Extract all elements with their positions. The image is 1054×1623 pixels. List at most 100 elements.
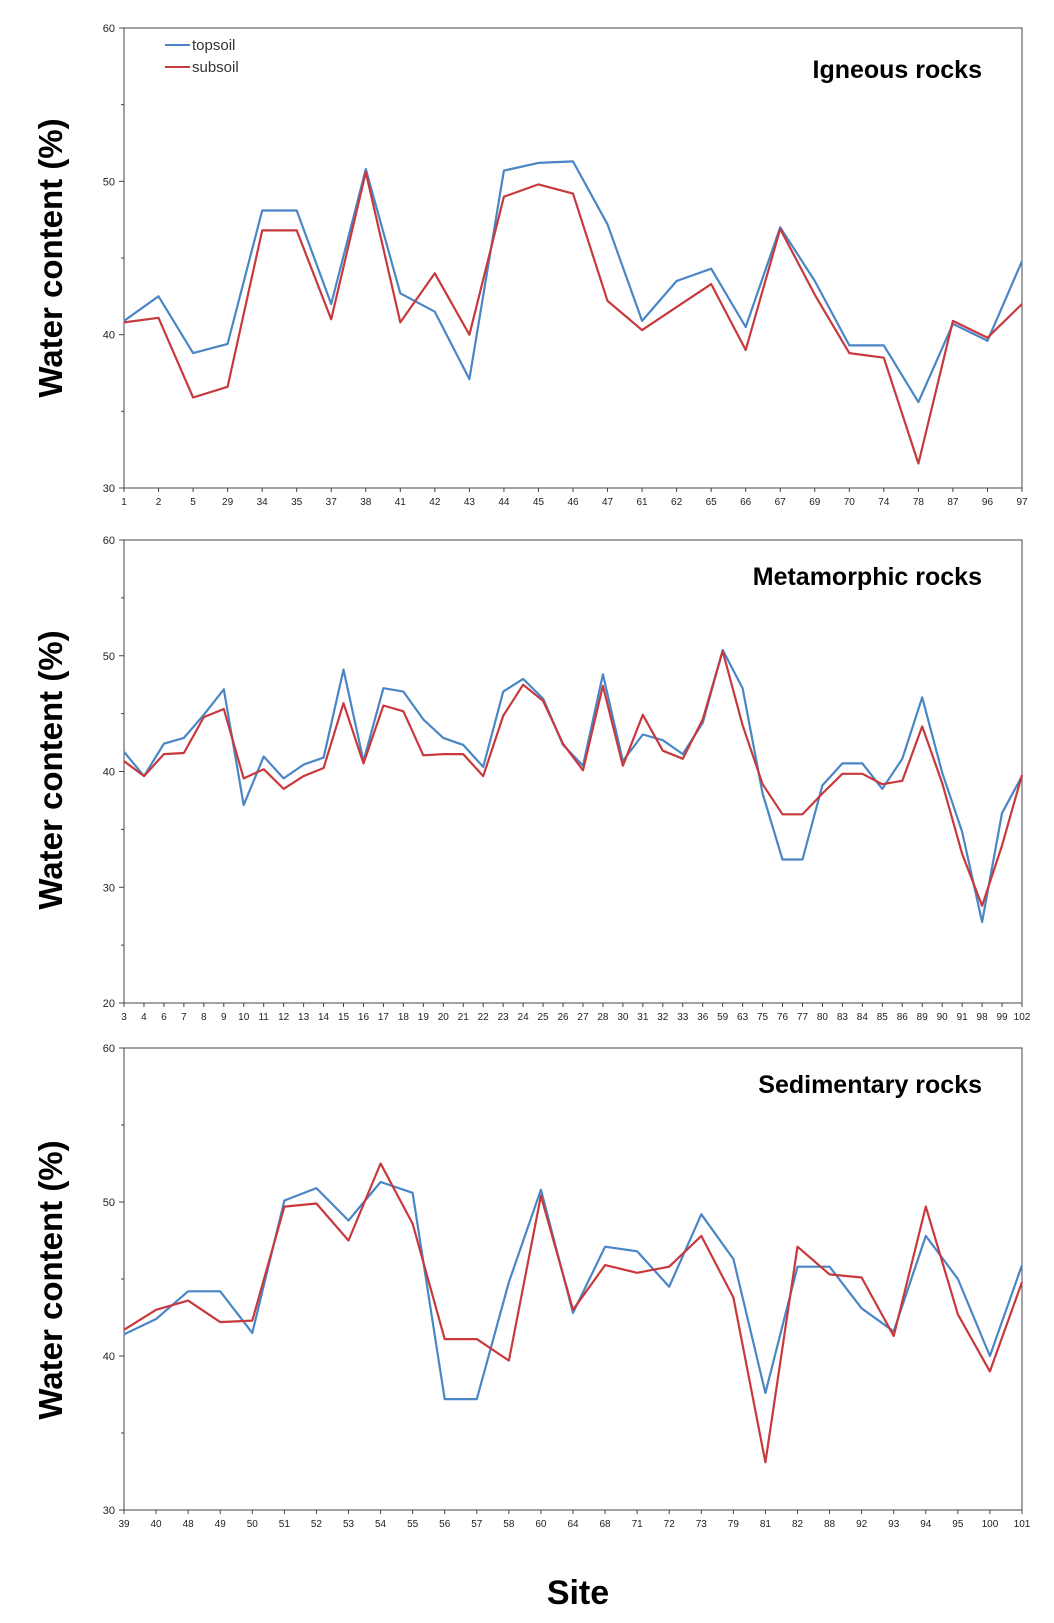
- x-tick-label: 70: [844, 497, 856, 508]
- data-point-subsoil: [861, 1276, 863, 1279]
- x-tick-label: 31: [637, 1012, 649, 1023]
- data-point-topsoil: [261, 209, 263, 212]
- x-tick-label: 9: [221, 1012, 227, 1023]
- data-point-topsoil: [881, 788, 883, 790]
- data-point-subsoil: [444, 1338, 446, 1340]
- data-point-topsoil: [303, 763, 305, 766]
- x-tick-label: 1: [121, 497, 127, 508]
- x-tick-label: 43: [464, 497, 476, 508]
- data-point-subsoil: [841, 773, 844, 775]
- x-tick-label: 37: [326, 497, 338, 508]
- data-point-topsoil: [365, 168, 367, 170]
- x-tick-label: 40: [151, 1519, 163, 1530]
- data-point-subsoil: [183, 752, 185, 754]
- data-point-subsoil: [700, 1235, 702, 1237]
- data-point-topsoil: [668, 1286, 670, 1288]
- x-tick-label: 30: [617, 1012, 629, 1023]
- x-tick-label: 99: [996, 1012, 1008, 1023]
- legend-label-topsoil: topsoil: [192, 37, 235, 54]
- x-tick-label: 10: [238, 1012, 250, 1023]
- data-point-topsoil: [296, 209, 298, 212]
- data-point-subsoil: [412, 1222, 414, 1225]
- data-point-topsoil: [163, 743, 165, 745]
- x-tick-label: 63: [737, 1012, 749, 1023]
- data-point-subsoil: [641, 329, 643, 331]
- data-point-topsoil: [676, 280, 678, 282]
- x-tick-label: 88: [824, 1519, 836, 1530]
- data-point-topsoil: [382, 687, 385, 689]
- data-point-topsoil: [1001, 812, 1003, 814]
- x-tick-label: 58: [503, 1519, 515, 1530]
- x-tick-label: 35: [291, 497, 303, 508]
- x-tick-label: 47: [602, 497, 614, 508]
- data-point-topsoil: [468, 378, 470, 380]
- data-point-topsoil: [330, 303, 332, 305]
- data-point-topsoil: [745, 326, 747, 328]
- data-point-subsoil: [572, 1309, 574, 1311]
- x-tick-label: 55: [407, 1519, 419, 1530]
- x-tick-label: 29: [222, 497, 234, 508]
- x-tick-label: 57: [471, 1519, 483, 1530]
- data-point-topsoil: [710, 268, 712, 270]
- data-point-subsoil: [941, 782, 943, 784]
- data-point-subsoil: [764, 1461, 767, 1463]
- x-tick-label: 89: [917, 1012, 929, 1023]
- x-tick-label: 5: [190, 497, 196, 508]
- data-point-subsoil: [187, 1299, 189, 1302]
- x-tick-label: 28: [597, 1012, 609, 1023]
- chart-panel-1: 30 40 50 60 1 2 5 29 34 35 37 38 41 42 43 44 45 46 47 61 62 6…: [32, 23, 1028, 508]
- legend: topsoil subsoil: [165, 37, 239, 76]
- data-point-topsoil: [779, 226, 781, 228]
- data-point-topsoil: [761, 792, 764, 795]
- x-tick-label: 92: [856, 1519, 868, 1530]
- data-point-topsoil: [402, 691, 404, 693]
- data-point-topsoil: [1021, 1264, 1023, 1266]
- x-tick-label: 78: [913, 497, 925, 508]
- data-point-subsoil: [668, 1266, 670, 1268]
- data-point-topsoil: [700, 1213, 702, 1215]
- x-tick-label: 69: [809, 497, 821, 508]
- data-point-topsoil: [123, 320, 125, 322]
- data-point-subsoil: [722, 650, 724, 652]
- y-tick-label: 50: [103, 176, 115, 188]
- x-tick-label: 100: [982, 1519, 999, 1530]
- data-point-topsoil: [157, 295, 160, 297]
- data-point-subsoil: [537, 183, 540, 185]
- data-point-topsoil: [399, 292, 401, 294]
- x-tick-label: 67: [775, 497, 787, 508]
- data-point-topsoil: [796, 1266, 799, 1268]
- data-point-subsoil: [192, 396, 194, 399]
- data-point-subsoil: [362, 762, 365, 764]
- data-point-subsoil: [745, 349, 747, 351]
- data-point-topsoil: [434, 311, 436, 313]
- data-point-topsoil: [801, 858, 804, 861]
- x-tick-label: 75: [757, 1012, 769, 1023]
- x-tick-label: 2: [156, 497, 162, 508]
- x-tick-label: 23: [498, 1012, 510, 1023]
- data-point-subsoil: [219, 1321, 221, 1323]
- data-point-subsoil: [283, 1206, 285, 1208]
- legend-label-subsoil: subsoil: [192, 59, 239, 76]
- data-point-topsoil: [602, 673, 604, 675]
- y-tick-label: 60: [103, 535, 115, 547]
- data-point-subsoil: [1001, 844, 1003, 847]
- data-point-topsoil: [604, 1246, 606, 1248]
- data-point-topsoil: [861, 1307, 863, 1309]
- x-tick-label: 24: [518, 1012, 530, 1023]
- x-tick-label: 53: [343, 1519, 355, 1530]
- x-tick-label: 50: [247, 1519, 259, 1530]
- data-point-subsoil: [347, 1239, 350, 1242]
- data-point-topsoil: [482, 766, 484, 768]
- data-point-subsoil: [123, 760, 125, 762]
- data-point-topsoil: [828, 1266, 831, 1268]
- y-axis-label: Water content (%): [32, 630, 69, 909]
- data-point-topsoil: [989, 1355, 991, 1357]
- data-point-topsoil: [606, 223, 609, 225]
- y-tick-label: 50: [103, 651, 115, 663]
- x-tick-label: 61: [637, 497, 649, 508]
- data-point-subsoil: [379, 1162, 382, 1165]
- data-point-topsoil: [322, 757, 325, 759]
- data-point-topsoil: [821, 784, 824, 786]
- x-tick-label: 84: [857, 1012, 869, 1023]
